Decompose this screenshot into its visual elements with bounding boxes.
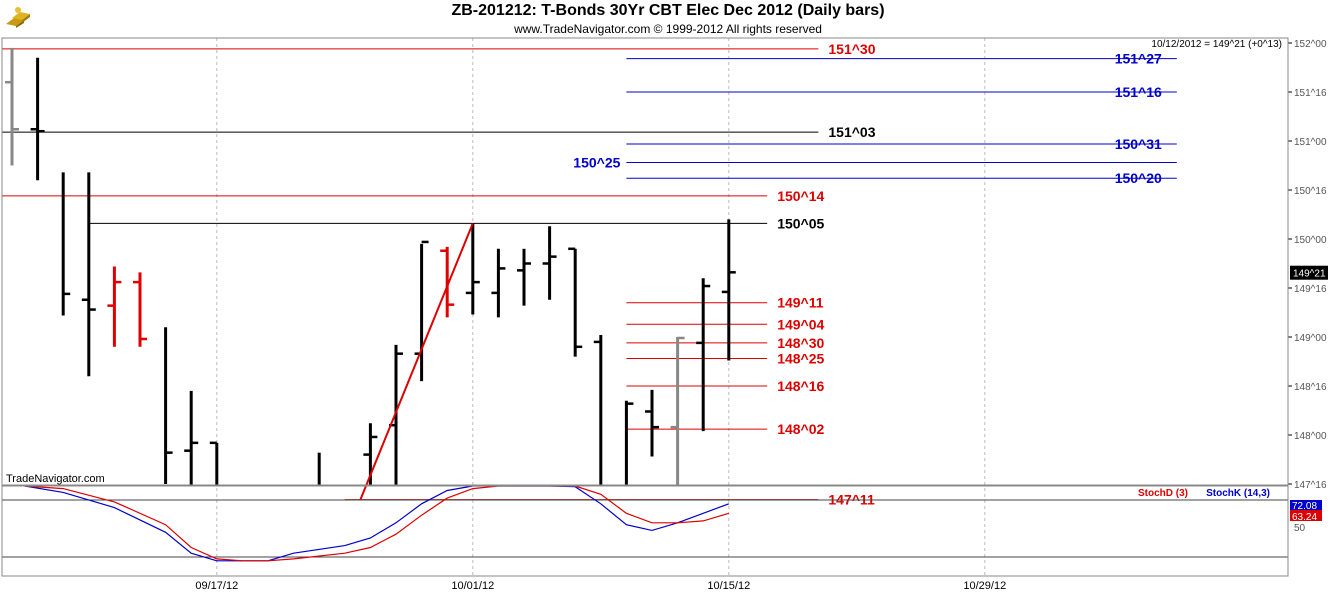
ohlc-bar: [164, 327, 173, 484]
trendline-segment: [359, 222, 474, 501]
gold-bars-icon: [6, 7, 30, 28]
ohlc-bar: [593, 335, 603, 485]
legend-stochk: StochK (14,3): [1206, 488, 1270, 499]
stoch-series-line: [24, 485, 729, 562]
stoch-series-line: [24, 485, 730, 562]
level-label: 148^25: [777, 351, 824, 367]
ohlc-bar: [30, 57, 45, 181]
ohlc-bar: [209, 441, 219, 485]
level-lines: 151^30 151^27 151^16 151^03 150^31 150^25 150^…: [2, 41, 1177, 508]
ohlc-bar: [61, 172, 71, 316]
ohlc-bar: [5, 47, 19, 166]
ohlc-bar: [184, 390, 199, 485]
ohlc-bar: [81, 172, 96, 377]
level-label: 150^14: [777, 188, 824, 204]
stochk-value-box: [1290, 500, 1322, 510]
ohlc-bar: [389, 344, 403, 485]
ohlc-bar: [721, 219, 736, 361]
level-label: 150^20: [1115, 170, 1162, 186]
ohlc-bar: [624, 400, 634, 485]
price-tick-label: 150^00: [1294, 235, 1327, 246]
trendline: [359, 222, 474, 501]
price-tick-label: 151^16: [1294, 88, 1327, 99]
level-label: 151^16: [1115, 84, 1162, 100]
stochk-value-label: 72.08: [1292, 501, 1317, 512]
price-bars: [5, 47, 736, 485]
ohlc-bar: [440, 246, 455, 318]
ohlc-bar: [645, 389, 659, 457]
price-tick-label: 151^00: [1294, 137, 1327, 148]
copyright-text: www.TradeNavigator.com © 1999-2012 All r…: [514, 22, 822, 36]
date-tick-label: 10/01/12: [451, 580, 494, 592]
date-tick-label: 09/17/12: [195, 580, 238, 592]
chart-title: ZB-201212: T-Bonds 30Yr CBT Elec Dec 201…: [451, 2, 885, 19]
level-label: 150^25: [573, 155, 620, 171]
date-tick-label: 10/29/12: [963, 580, 1006, 592]
level-label: 151^27: [1115, 51, 1162, 67]
ohlc-bar: [542, 226, 557, 300]
level-label: 148^16: [777, 378, 824, 394]
price-tick-label: 150^16: [1294, 186, 1327, 197]
level-label: 148^30: [777, 335, 824, 351]
price-tick-label: 148^00: [1294, 431, 1327, 442]
stoch-tick-label: 50: [1294, 523, 1306, 534]
watermark-text: TradeNavigator.com: [6, 473, 105, 485]
stochd-value-label: 63.24: [1292, 512, 1317, 523]
level-label: 149^04: [777, 316, 824, 332]
level-label: 150^31: [1115, 136, 1162, 152]
price-tick-label: 149^16: [1294, 284, 1327, 295]
panel-frames: 10/12/2012 = 149^21 (+0^13) TradeNavigato…: [1, 37, 1289, 577]
ohlc-bar: [670, 336, 685, 485]
last-price-box: [1290, 265, 1328, 280]
ohlc-bar: [491, 248, 506, 318]
price-panel-frame: [1, 37, 1289, 486]
price-tick-label: 148^16: [1294, 382, 1327, 393]
status-readout: 10/12/2012 = 149^21 (+0^13): [1151, 39, 1282, 50]
ohlc-bar: [696, 278, 711, 432]
last-price-label: 149^21: [1293, 269, 1326, 280]
level-label: 149^11: [777, 295, 824, 311]
axes: 09/17/12 10/01/12 10/15/12 10/29/12 147^16 14…: [195, 39, 1328, 592]
legend-stochd: StochD (3): [1138, 488, 1188, 499]
level-label: 151^30: [828, 41, 875, 57]
level-label: 148^02: [777, 421, 824, 437]
ohlc-bar: [107, 266, 122, 347]
ohlc-bar: [465, 223, 480, 315]
level-label: 150^05: [777, 215, 824, 231]
stochd-value-box: [1290, 510, 1322, 521]
ohlc-bar: [517, 248, 531, 306]
date-tick-label: 10/15/12: [707, 580, 750, 592]
price-tick-label: 149^00: [1294, 333, 1327, 344]
level-label: 151^03: [828, 124, 875, 140]
ohlc-bar: [133, 272, 147, 347]
stoch-panel-frame: [1, 485, 1289, 577]
price-tick-label: 147^16: [1294, 480, 1327, 491]
price-tick-label: 152^00: [1294, 39, 1327, 50]
ohlc-bar: [568, 247, 583, 357]
